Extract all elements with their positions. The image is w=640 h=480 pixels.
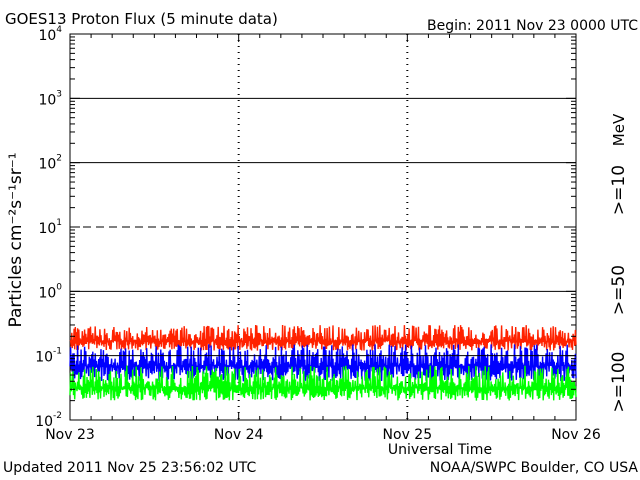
y-tick-label: 102: [38, 154, 62, 173]
data-source: NOAA/SWPC Boulder, CO USA: [430, 460, 639, 476]
y-tick-label: 103: [38, 89, 62, 108]
x-axis-label: Universal Time: [388, 442, 492, 458]
series-line: [69, 365, 577, 401]
legend-series-10mev: >=10: [609, 165, 629, 215]
x-tick-label: Nov 25: [383, 427, 433, 443]
y-axis-label: Particles cm⁻²s⁻¹sr⁻¹: [6, 152, 26, 327]
series-line: [69, 344, 577, 382]
y-tick-label: 10-1: [35, 347, 62, 366]
legend-series-50mev: >=50: [609, 265, 629, 315]
updated-time: Updated 2011 Nov 25 23:56:02 UTC: [3, 460, 256, 476]
begin-time: Begin: 2011 Nov 23 0000 UTC: [427, 18, 638, 34]
y-tick-label: 104: [38, 25, 62, 44]
grid-lines: [70, 34, 576, 420]
y-tick-label: 10-2: [35, 411, 62, 430]
legend-series-100mev: >=100: [609, 352, 629, 413]
y-axis-ticks: 10-2 10-1 100 101 102 103 104: [35, 25, 576, 430]
x-tick-label: Nov 23: [45, 427, 95, 443]
chart-title: GOES13 Proton Flux (5 minute data): [5, 10, 278, 28]
data-series: [69, 324, 577, 401]
y-tick-label: 101: [38, 218, 62, 237]
x-tick-label: Nov 24: [214, 427, 264, 443]
y-tick-label: 100: [38, 282, 62, 301]
x-axis-ticks: Nov 23 Nov 24 Nov 25 Nov 26: [45, 34, 601, 443]
legend-unit: MeV: [610, 113, 628, 146]
x-tick-label: Nov 26: [551, 427, 601, 443]
